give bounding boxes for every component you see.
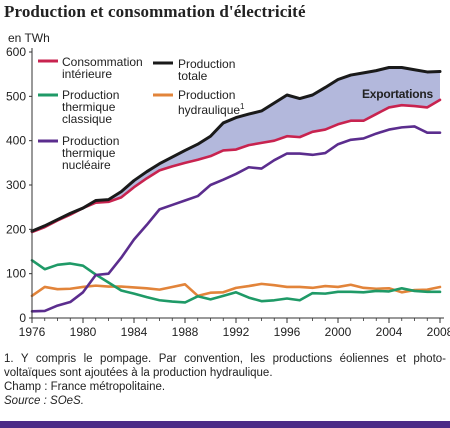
y-tick-label-400: 400 (6, 134, 26, 148)
legend-thermique-classique-line3: classique (62, 112, 113, 126)
footnote-champ: Champ : France métropolitaine. (4, 381, 166, 393)
footnote-1: 1. Y compris le pompage. Par convention,… (4, 353, 446, 379)
series-line-consommation (30, 98, 442, 234)
legend-consommation-line1: Consommation (62, 55, 143, 69)
legend-nucleaire-line2: thermique (62, 146, 116, 160)
legend-hydraulique: Production hydraulique1 (178, 89, 245, 116)
chart-title: Production et consommation d'électricité (4, 2, 306, 21)
legend-nucleaire-line1: Production (62, 134, 120, 148)
x-tick-label-1976: 1976 (19, 325, 46, 339)
bottom-rule (0, 421, 450, 428)
y-tick-label-500: 500 (6, 89, 26, 103)
x-tick-label-2004: 2004 (376, 325, 403, 339)
legend-nucleaire-line3: nucléaire (62, 158, 111, 172)
y-tick-label-100: 100 (6, 267, 26, 281)
legend-thermique-classique-line2: thermique (62, 100, 116, 114)
y-tick-label-300: 300 (6, 178, 26, 192)
series-line-production-totale (30, 66, 442, 233)
legend-production-totale-line1: Production (178, 57, 236, 71)
legend-consommation-line2: intérieure (62, 67, 113, 81)
series-line-nucleaire (30, 125, 442, 313)
x-tick-label-1996: 1996 (274, 325, 301, 339)
x-tick-label-2000: 2000 (325, 325, 352, 339)
legend-hydraulique-line1: Production (178, 88, 236, 102)
x-tick-label-1992: 1992 (223, 325, 250, 339)
series-line-hydraulique (30, 282, 442, 298)
legend-hydraulique-line2: hydraulique (178, 103, 241, 117)
chart-area: 0 100 200 300 400 500 600 1976 1980 1984 1988 1992 1… (6, 45, 450, 339)
x-tick-label-2008: 2008 (427, 325, 450, 339)
legend-thermique-classique: Production thermique classique (62, 89, 119, 125)
legend-nucleaire: Production thermique nucléaire (62, 135, 119, 171)
legend-thermique-classique-line1: Production (62, 88, 120, 102)
series-line-thermique-classique (30, 259, 442, 304)
footnote-source: Source : SOeS. (4, 395, 84, 407)
y-tick-label-0: 0 (19, 311, 26, 325)
x-tick-label-1984: 1984 (121, 325, 148, 339)
legend-consommation: Consommation intérieure (62, 56, 143, 80)
x-tick-label-1988: 1988 (172, 325, 199, 339)
footnotes: 1. Y compris le pompage. Par convention,… (4, 352, 446, 408)
y-tick-label-200: 200 (6, 222, 26, 236)
y-axis-unit: en TWh (8, 31, 50, 45)
x-tick-label-1980: 1980 (70, 325, 97, 339)
exports-annotation: Exportations (362, 87, 433, 101)
legend-hydraulique-line2-wrap: hydraulique1 (178, 101, 245, 116)
legend-production-totale-line2: totale (178, 69, 208, 83)
exports-area (32, 67, 440, 232)
y-tick-label-600: 600 (6, 45, 26, 59)
legend-production-totale: Production totale (178, 58, 235, 82)
legend-hydraulique-footnote: 1 (240, 102, 245, 111)
